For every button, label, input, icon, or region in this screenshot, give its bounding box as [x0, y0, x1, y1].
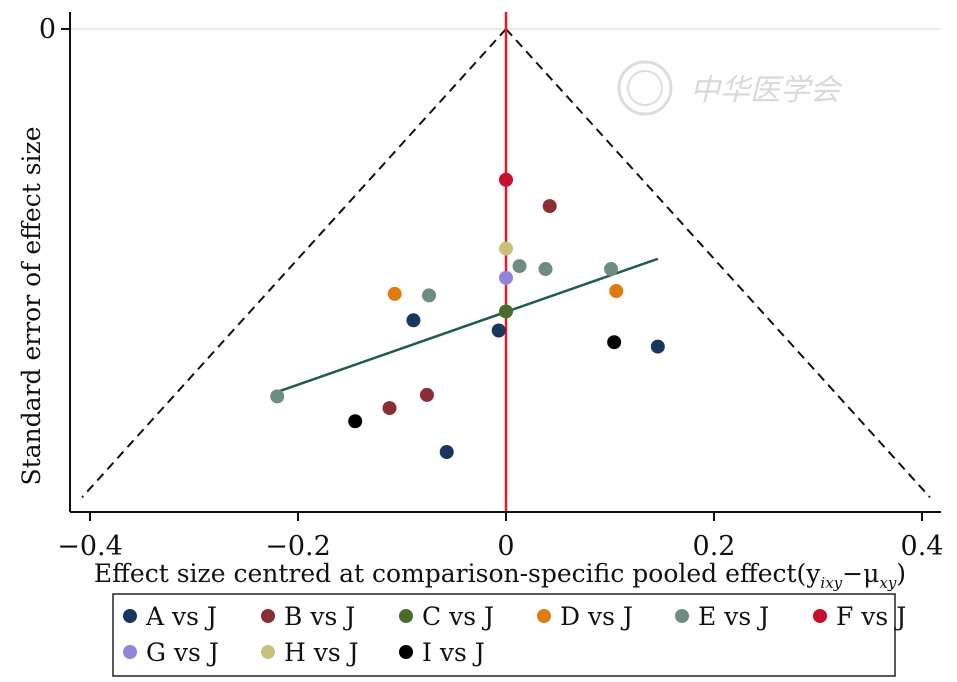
legend-item-b-vs-j: B vs J: [261, 602, 355, 631]
legend-box: [112, 593, 896, 677]
legend-item-d-vs-j: D vs J: [537, 602, 633, 631]
axes: −0.4 −0.2 0 0.2 0.4 0: [39, 12, 944, 562]
x-tick-label-0: −0.4: [57, 531, 123, 562]
legend-marker: [399, 645, 413, 659]
regression-line-group: [276, 257, 659, 394]
point-a-vs-j-2: [650, 339, 665, 354]
legend-label: H vs J: [284, 638, 359, 667]
legend-label: G vs J: [146, 638, 219, 667]
point-e-vs-j-0: [512, 259, 527, 274]
point-a-vs-j-3: [439, 444, 454, 459]
x-axis-title-end: ): [896, 559, 906, 588]
legend-label: E vs J: [698, 602, 769, 631]
x-axis-title-sub1: ixy: [820, 574, 842, 592]
y-tick-label-0: 0: [39, 14, 56, 45]
point-a-vs-j-1: [491, 323, 506, 338]
watermark: 中华医学会: [617, 60, 843, 116]
legend-item-a-vs-j: A vs J: [123, 602, 217, 631]
legend-label: D vs J: [560, 602, 633, 631]
legend-marker: [261, 645, 275, 659]
legend-marker: [261, 609, 275, 623]
point-b-vs-j-0: [542, 199, 557, 214]
legend-label: A vs J: [145, 602, 217, 631]
point-e-vs-j-3: [422, 288, 437, 303]
legend-label: C vs J: [422, 602, 494, 631]
legend-marker: [813, 609, 827, 623]
funnel-right-line: [505, 28, 931, 499]
legend-marker: [537, 609, 551, 623]
data-points: [270, 172, 665, 459]
legend-item-i-vs-j: I vs J: [399, 638, 485, 667]
point-d-vs-j-0: [387, 286, 402, 301]
x-tick-label-1: −0.2: [265, 531, 331, 562]
point-a-vs-j-0: [406, 313, 421, 328]
point-e-vs-j-2: [604, 262, 619, 277]
point-h-vs-j-0: [499, 241, 513, 256]
legend-marker: [399, 609, 413, 623]
point-i-vs-j-0: [607, 335, 622, 350]
legend-item-h-vs-j: H vs J: [261, 638, 359, 667]
point-e-vs-j-4: [270, 389, 285, 404]
point-b-vs-j-2: [419, 387, 434, 402]
legend-marker: [123, 645, 137, 659]
x-tick-label-4: 0.4: [901, 531, 944, 562]
legend: A vs J B vs J C vs J D vs J E vs J F vs J G vs…: [112, 593, 906, 677]
point-d-vs-j-1: [609, 283, 624, 298]
legend-item-f-vs-j: F vs J: [813, 602, 906, 631]
legend-label: F vs J: [836, 602, 906, 631]
legend-label: B vs J: [284, 602, 355, 631]
legend-marker: [123, 609, 137, 623]
legend-item-g-vs-j: G vs J: [123, 638, 219, 667]
x-axis-title: Effect size centred at comparison-specif…: [94, 559, 906, 592]
point-i-vs-j-1: [348, 414, 363, 429]
legend-marker: [675, 609, 689, 623]
legend-item-c-vs-j: C vs J: [399, 602, 494, 631]
legend-label: I vs J: [422, 638, 485, 667]
funnel-left-line: [81, 28, 507, 499]
y-axis-title: Standard error of effect size: [17, 126, 46, 485]
x-axis-title-mid: −μ: [842, 559, 879, 588]
regression-line: [276, 257, 659, 394]
funnel-lines: [81, 28, 931, 499]
watermark-text: 中华医学会: [690, 73, 843, 108]
point-c-vs-j-0: [499, 304, 513, 319]
point-f-vs-j-0: [499, 172, 513, 187]
point-e-vs-j-1: [538, 262, 553, 277]
x-axis-title-main: Effect size centred at comparison-specif…: [94, 559, 821, 588]
legend-item-e-vs-j: E vs J: [675, 602, 769, 631]
x-tick-label-2: 0: [497, 531, 514, 562]
watermark-seal: [617, 60, 673, 116]
x-tick-label-3: 0.2: [693, 531, 736, 562]
x-axis-title-sub2: xy: [879, 574, 896, 592]
point-b-vs-j-1: [382, 401, 397, 416]
point-g-vs-j-0: [499, 270, 513, 285]
